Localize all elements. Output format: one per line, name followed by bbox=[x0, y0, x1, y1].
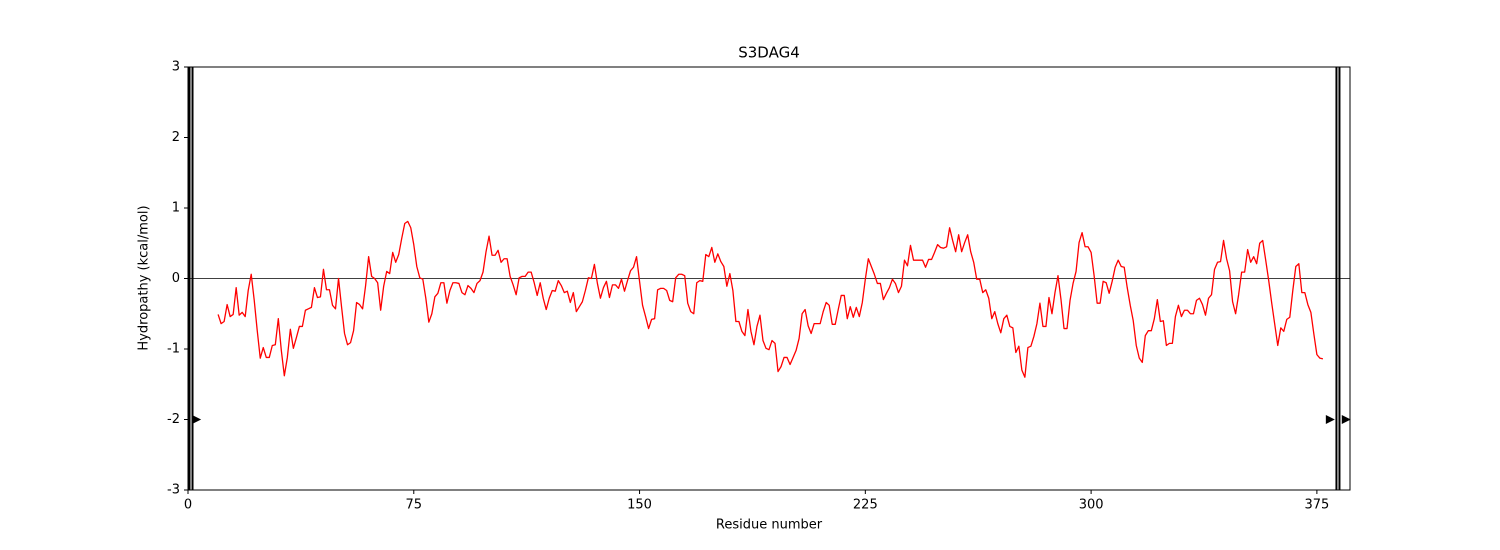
y-tick-label: 1 bbox=[172, 201, 180, 216]
x-tick-label: 150 bbox=[627, 498, 652, 513]
y-tick-label: 0 bbox=[172, 271, 180, 286]
y-tick-label: -2 bbox=[167, 412, 180, 427]
y-tick-label: 2 bbox=[172, 130, 180, 145]
marker bbox=[1341, 415, 1351, 424]
x-tick-label: 225 bbox=[853, 498, 878, 513]
x-tick-label: 300 bbox=[1079, 498, 1104, 513]
y-tick-label: -3 bbox=[167, 483, 180, 498]
data-line bbox=[217, 220, 1324, 378]
y-tick-label: 3 bbox=[172, 60, 180, 75]
marker bbox=[192, 415, 202, 424]
x-tick-label: 0 bbox=[184, 498, 192, 513]
y-tick-label: -1 bbox=[167, 342, 180, 357]
marker bbox=[1325, 415, 1335, 424]
x-tick-label: 375 bbox=[1304, 498, 1329, 513]
y-axis-label: Hydropathy (kcal/mol) bbox=[137, 205, 152, 350]
x-tick-label: 75 bbox=[406, 498, 423, 513]
chart-title: S3DAG4 bbox=[738, 44, 800, 62]
plot-frame bbox=[187, 66, 1351, 491]
x-axis-label: Residue number bbox=[716, 518, 823, 533]
